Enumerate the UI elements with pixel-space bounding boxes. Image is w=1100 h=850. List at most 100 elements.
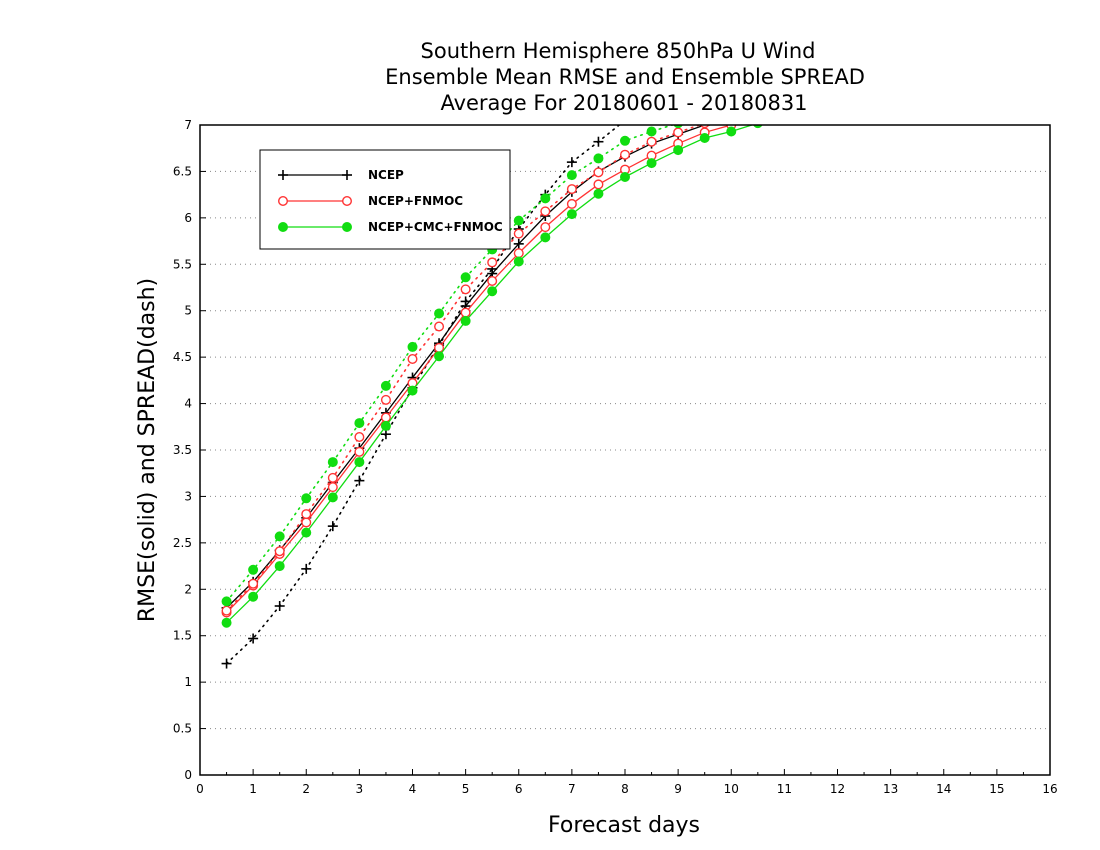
spread-point xyxy=(248,564,259,575)
y-tick-label: 6.5 xyxy=(173,164,192,178)
rmse-point xyxy=(380,412,391,423)
x-tick-label: 13 xyxy=(883,782,898,796)
rmse-point xyxy=(726,126,737,137)
legend-marker xyxy=(342,222,352,232)
spread-point xyxy=(274,546,285,557)
spread-point xyxy=(434,308,445,319)
x-tick-label: 12 xyxy=(830,782,845,796)
y-tick-label: 0 xyxy=(184,768,192,782)
spread-point xyxy=(327,472,338,483)
series-spread-line xyxy=(225,125,702,612)
rmse-point xyxy=(699,133,710,143)
legend-marker xyxy=(342,195,353,206)
x-tick-label: 3 xyxy=(356,782,364,796)
rmse-point xyxy=(646,158,657,169)
x-tick-label: 1 xyxy=(249,782,257,796)
rmse-point xyxy=(593,188,604,199)
rmse-point xyxy=(540,232,551,243)
spread-point xyxy=(513,228,524,239)
legend-box xyxy=(259,149,511,250)
series-rmse-line xyxy=(226,125,708,609)
spread-point xyxy=(301,493,312,504)
legend-marker xyxy=(342,170,352,180)
y-tick-label: 2.5 xyxy=(173,536,192,550)
spread-point xyxy=(327,521,338,532)
rmse-point xyxy=(487,286,498,297)
rmse-point xyxy=(673,145,684,156)
series-rmse-line xyxy=(226,125,755,624)
gridlines xyxy=(200,170,1050,730)
rmse-point xyxy=(248,591,259,602)
rmse-point xyxy=(460,307,471,318)
x-tick-label: 6 xyxy=(515,782,523,796)
spread-point xyxy=(620,149,631,160)
spread-point xyxy=(407,341,418,352)
title-line-3: Average For 20180601 - 20180831 xyxy=(440,91,807,115)
y-tick-label: 3 xyxy=(184,489,192,503)
x-tick-label: 7 xyxy=(568,782,576,796)
rmse-point xyxy=(753,125,763,129)
rmse-point xyxy=(354,457,365,468)
rmse-point xyxy=(620,172,630,182)
legend-marker xyxy=(278,195,289,206)
spread-point xyxy=(301,563,312,574)
spread-point xyxy=(513,215,524,226)
spread-point xyxy=(646,126,657,137)
rmse-point xyxy=(354,446,365,457)
y-axis-label: RMSE(solid) and SPREAD(dash) xyxy=(135,278,160,622)
spread-point xyxy=(593,167,604,178)
x-tick-label: 8 xyxy=(621,782,629,796)
legend-item: NCEP+CMC+FNMOC xyxy=(278,220,503,234)
x-tick-label: 5 xyxy=(462,782,470,796)
x-tick-label: 11 xyxy=(777,782,792,796)
y-tick-label: 5 xyxy=(184,304,192,318)
spread-point xyxy=(566,184,577,195)
legend-label: NCEP+FNMOC xyxy=(368,194,463,208)
spread-point xyxy=(593,153,604,164)
spread-point xyxy=(700,125,710,129)
spread-point xyxy=(593,136,604,147)
spread-point xyxy=(460,296,471,307)
y-tick-label: 3.5 xyxy=(173,443,192,457)
spread-point xyxy=(540,193,551,204)
y-tick-label: 4 xyxy=(184,397,192,411)
spread-point xyxy=(274,601,285,611)
spread-point xyxy=(248,578,259,589)
spread-point xyxy=(354,432,365,443)
spread-point xyxy=(540,206,551,217)
rmse-point xyxy=(434,351,445,362)
title-line-1: Southern Hemisphere 850hPa U Wind xyxy=(421,39,816,63)
spread-point xyxy=(673,125,683,129)
spread-point xyxy=(221,658,232,669)
y-tick-label: 0.5 xyxy=(173,722,192,736)
rmse-point xyxy=(301,517,312,528)
rmse-point xyxy=(380,420,391,431)
x-tick-label: 10 xyxy=(724,782,739,796)
spread-point xyxy=(434,321,445,332)
legend: NCEP NCEP+FNMOC NCEP+CMC+FNMOC xyxy=(259,149,511,250)
rmse-point xyxy=(540,222,551,233)
spread-point xyxy=(248,633,259,644)
spread-point xyxy=(380,394,391,405)
y-tick-label: 5.5 xyxy=(173,257,192,271)
spread-point xyxy=(673,127,684,138)
y-tick-label: 2 xyxy=(184,582,192,596)
rmse-point xyxy=(460,315,471,326)
x-tick-label: 14 xyxy=(936,782,951,796)
spread-point xyxy=(327,457,338,468)
legend-item: NCEP+FNMOC xyxy=(278,194,463,208)
legend-item: NCEP xyxy=(278,168,404,182)
x-tick-label: 15 xyxy=(989,782,1004,796)
spread-point xyxy=(646,136,657,147)
rmse-point xyxy=(407,385,418,396)
spread-point xyxy=(221,605,232,616)
chart-title: Southern Hemisphere 850hPa U Wind Ensemb… xyxy=(385,39,865,115)
spread-point xyxy=(301,509,312,520)
rmse-point xyxy=(566,198,577,209)
rmse-point xyxy=(434,342,445,353)
legend-label: NCEP+CMC+FNMOC xyxy=(368,220,503,234)
rmse-point xyxy=(513,238,524,249)
rmse-point xyxy=(593,179,604,190)
x-tick-label: 16 xyxy=(1042,782,1057,796)
rmse-point xyxy=(513,248,524,259)
